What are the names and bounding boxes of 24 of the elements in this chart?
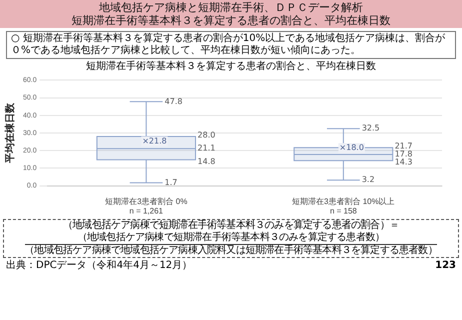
annotation: 21.7 [394,142,413,151]
annotation: 28.0 [198,130,216,140]
annotation: 32.5 [362,124,380,133]
text: 地域包括ケア病棟と短期滞在手術、ＤＰＣデータ解析 [98,1,364,14]
annotation: 14.8 [198,156,216,166]
annotation: 14.3 [394,158,413,167]
annotation: 47.8 [164,96,182,106]
text: 123 [435,260,456,272]
annotation: ×18.0 [339,143,364,152]
annotation: 3.2 [362,175,375,184]
annotation: 1.7 [164,178,178,187]
x-tick-label: 短期滞在3患者割合 10%以上 n = 158 [292,196,395,216]
annotation: ×21.8 [142,136,167,146]
chart-subtitle: ○ 短期滞在手術等基本料３を算定する患者の割合が10%以上である地域包括ケア病棟は、割合が０%である地域包括ケア病棟と比較して、平均在棟日数が短い傾向にあった。 [6,31,456,59]
text: （地域包括ケア病棟で地域包括ケア病棟入院料又は短期滞在手術等基本料３を算定する患者数） [24,244,438,257]
x-tick-label: 短期滞在3患者割合 0% n = 1,261 [105,196,188,216]
chart-title: 短期滞在手術等基本料３を算定する患者の割合と、平均在棟日数 [85,61,377,73]
annotation: 21.1 [198,144,216,153]
text: （地域包括ケア病棟で短期滞在手術等基本料３のみを算定する患者の割合）＝ [62,220,400,232]
annotation: 17.8 [394,150,413,159]
chart-title: 短期滞在手術等基本料３を算定する患者の割合と、平均在棟日数 [72,14,390,27]
source-note: 出典：DPCデータ（令和4年4月～12月） [6,260,192,272]
y-axis-title: 平均在棟日数 [4,102,16,164]
text: （地域包括ケア病棟で短期滞在手術等基本料３のみを算定する患者数） [76,232,386,244]
